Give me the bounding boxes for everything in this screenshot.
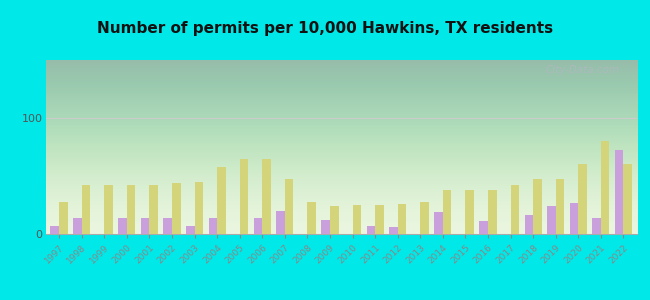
Bar xyxy=(623,164,632,234)
Bar xyxy=(352,205,361,234)
Bar xyxy=(510,185,519,234)
Bar xyxy=(118,218,127,234)
Bar xyxy=(285,179,293,234)
Bar xyxy=(150,185,158,234)
Bar xyxy=(434,212,443,234)
Bar xyxy=(321,220,330,234)
Bar xyxy=(367,226,375,234)
Bar xyxy=(525,215,533,234)
Bar xyxy=(172,183,181,234)
Bar xyxy=(488,190,497,234)
Bar xyxy=(217,167,226,234)
Bar xyxy=(276,211,285,234)
Bar xyxy=(592,218,601,234)
Bar xyxy=(59,202,68,234)
Text: City-Data.com: City-Data.com xyxy=(545,65,619,75)
Bar xyxy=(73,218,82,234)
Bar xyxy=(254,218,262,234)
Bar xyxy=(307,202,316,234)
Bar xyxy=(186,226,194,234)
Bar xyxy=(262,159,271,234)
Bar xyxy=(330,206,339,234)
Bar xyxy=(194,182,203,234)
Bar xyxy=(398,204,406,234)
Bar xyxy=(569,203,578,234)
Bar xyxy=(556,179,564,234)
Bar xyxy=(82,185,90,234)
Text: Number of permits per 10,000 Hawkins, TX residents: Number of permits per 10,000 Hawkins, TX… xyxy=(97,21,553,36)
Bar xyxy=(533,179,541,234)
Bar xyxy=(443,190,451,234)
Bar xyxy=(480,221,488,234)
Bar xyxy=(375,205,383,234)
Bar xyxy=(209,218,217,234)
Bar xyxy=(547,206,556,234)
Bar xyxy=(141,218,150,234)
Bar xyxy=(615,151,623,234)
Bar xyxy=(127,185,135,234)
Bar xyxy=(389,227,398,234)
Bar xyxy=(240,159,248,234)
Bar xyxy=(601,141,610,234)
Bar xyxy=(104,185,113,234)
Bar xyxy=(421,202,429,234)
Bar xyxy=(51,226,59,234)
Bar xyxy=(465,190,474,234)
Bar xyxy=(578,164,587,234)
Bar xyxy=(163,218,172,234)
